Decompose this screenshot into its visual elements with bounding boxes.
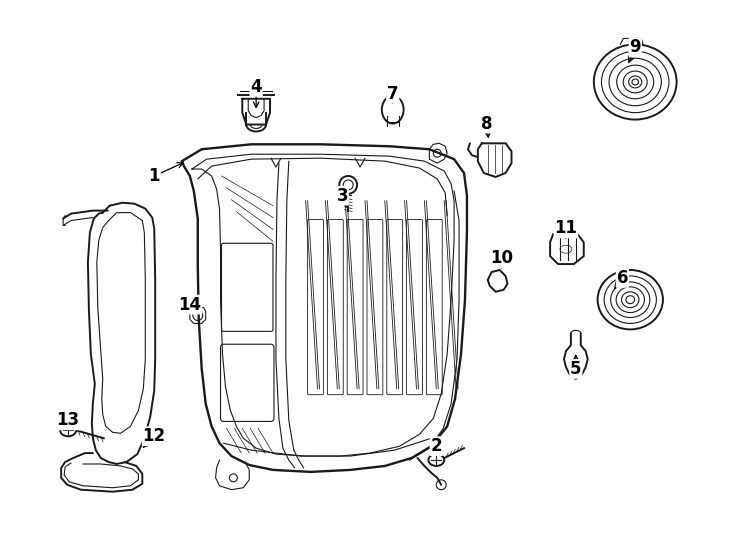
Text: 4: 4	[250, 78, 262, 96]
Text: 13: 13	[57, 411, 80, 429]
Text: 3: 3	[336, 187, 348, 205]
Text: 8: 8	[481, 114, 493, 132]
FancyBboxPatch shape	[220, 344, 274, 421]
Text: 5: 5	[570, 360, 581, 378]
FancyBboxPatch shape	[367, 220, 383, 395]
FancyBboxPatch shape	[327, 220, 344, 395]
FancyBboxPatch shape	[222, 244, 273, 332]
FancyBboxPatch shape	[387, 220, 403, 395]
Text: 2: 2	[430, 437, 442, 455]
FancyBboxPatch shape	[407, 220, 423, 395]
FancyBboxPatch shape	[308, 220, 324, 395]
Text: 12: 12	[142, 427, 166, 446]
Text: 7: 7	[387, 85, 399, 103]
Text: 1: 1	[148, 167, 160, 185]
Text: 11: 11	[554, 219, 578, 238]
FancyBboxPatch shape	[426, 220, 442, 395]
Text: 14: 14	[178, 295, 201, 314]
Text: 6: 6	[617, 269, 628, 287]
Text: 9: 9	[629, 38, 641, 56]
Text: 10: 10	[490, 249, 513, 267]
FancyBboxPatch shape	[347, 220, 363, 395]
